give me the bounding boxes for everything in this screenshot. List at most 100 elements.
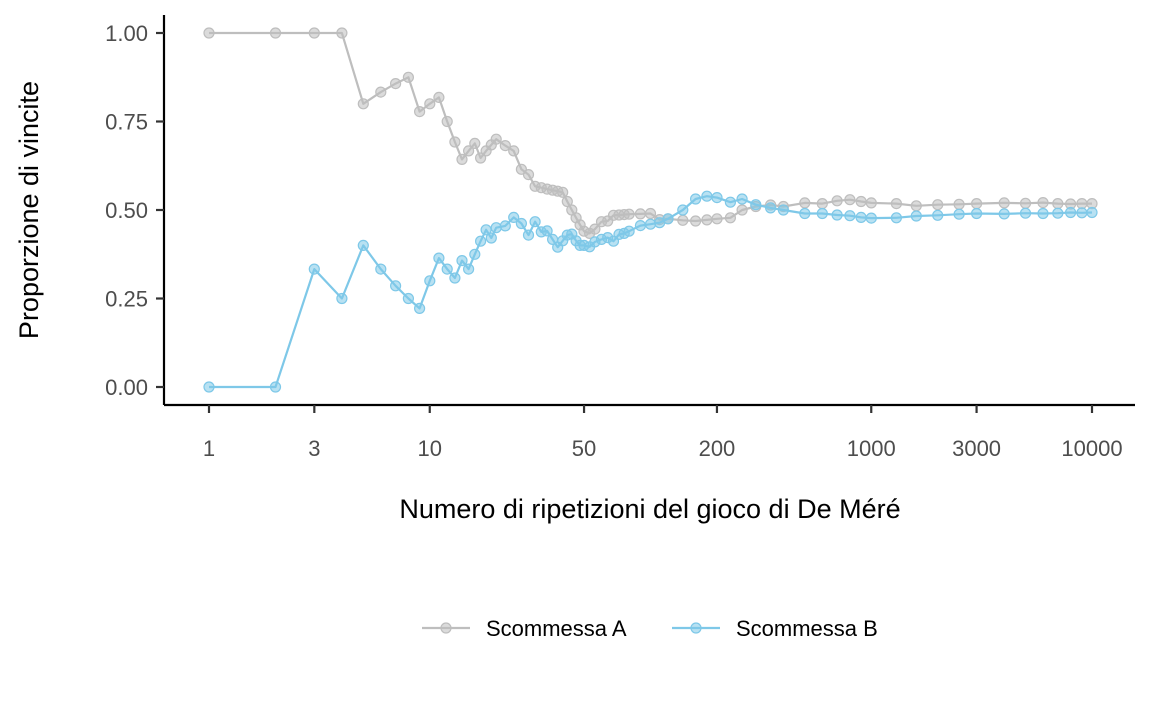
x-tick-label: 50 (572, 436, 596, 461)
data-point (689, 215, 702, 227)
data-point (308, 27, 320, 39)
data-point (998, 208, 1010, 220)
data-point (269, 381, 282, 393)
data-point (970, 198, 983, 210)
data-point (490, 222, 502, 234)
data-point (557, 186, 569, 198)
data-point (736, 193, 748, 205)
data-point (402, 292, 414, 305)
data-point (1052, 198, 1064, 210)
data-point (970, 207, 983, 220)
data-point (424, 98, 436, 110)
data-point (357, 98, 369, 110)
data-point (463, 145, 475, 157)
data-point (910, 210, 922, 222)
legend-item: Scommessa B (672, 616, 878, 641)
data-point (816, 198, 828, 210)
x-tick-label: 3000 (952, 436, 1001, 461)
y-tick-label: 1.00 (105, 21, 148, 46)
data-point (433, 91, 445, 104)
data-point (623, 225, 635, 237)
data-point (203, 381, 215, 393)
data-point (634, 208, 647, 220)
data-point (469, 248, 481, 260)
data-point (677, 204, 689, 216)
data-point (449, 272, 461, 284)
data-point (541, 225, 553, 237)
data-point (1064, 206, 1077, 219)
data-point (336, 27, 348, 39)
data-point (522, 229, 535, 241)
y-tick-label: 0.50 (105, 198, 148, 223)
x-axis-ticks: 1 3 10 50 200 1000 3000 10000 (203, 405, 1123, 461)
data-point (463, 263, 475, 275)
data-point (522, 169, 535, 181)
series-scommessa-a (203, 27, 1098, 239)
data-point (561, 195, 573, 208)
data-point (203, 27, 215, 39)
data-point (357, 239, 369, 251)
data-point (469, 137, 481, 149)
data-point (855, 211, 867, 223)
data-point (736, 204, 748, 216)
data-point (634, 220, 647, 232)
data-point (701, 190, 713, 202)
x-axis-title: Numero di ripetizioni del gioco di De Mé… (399, 494, 900, 524)
data-point (1076, 198, 1088, 210)
data-point (402, 71, 414, 83)
data-point (308, 263, 320, 275)
legend-marker (440, 622, 452, 634)
data-point (414, 105, 426, 118)
legend-item: Scommessa A (422, 616, 627, 641)
data-point (1019, 197, 1032, 209)
data-point (390, 77, 402, 90)
data-point (375, 86, 387, 98)
data-point (499, 220, 511, 232)
data-point (456, 153, 468, 165)
data-point (701, 214, 713, 226)
data-point (441, 263, 453, 275)
data-point (777, 204, 790, 216)
legend-label: Scommessa B (736, 616, 878, 641)
data-point (1019, 207, 1032, 219)
data-point (644, 207, 657, 220)
data-point (390, 280, 402, 292)
data-point (529, 216, 541, 228)
data-point (932, 209, 944, 221)
legend-marker (690, 622, 702, 634)
data-point (677, 214, 689, 226)
data-point (799, 207, 811, 220)
data-point (998, 197, 1010, 209)
data-point (449, 136, 461, 148)
legend-label: Scommessa A (486, 616, 627, 641)
plot-area (203, 27, 1098, 393)
data-point (644, 218, 657, 230)
x-tick-label: 10 (418, 436, 442, 461)
data-point (844, 210, 856, 222)
data-point (910, 200, 922, 212)
y-tick-label: 0.75 (105, 110, 148, 135)
data-point (890, 212, 903, 224)
data-point (890, 198, 903, 210)
data-point (689, 193, 702, 205)
data-point (490, 133, 502, 145)
data-point (508, 145, 520, 157)
x-tick-label: 1 (203, 436, 215, 461)
data-point (711, 192, 723, 204)
x-tick-label: 10000 (1061, 436, 1122, 461)
data-point (855, 195, 867, 208)
data-point (844, 194, 856, 206)
data-point (953, 208, 965, 220)
y-axis-title: Proporzione di vincite (14, 81, 44, 339)
data-point (750, 199, 762, 211)
data-point (475, 235, 487, 247)
data-point (724, 196, 737, 208)
data-point (508, 211, 520, 223)
data-point (623, 208, 635, 220)
data-point (865, 197, 877, 209)
data-point (414, 302, 426, 314)
data-point (485, 232, 497, 244)
data-point (953, 198, 965, 210)
data-point (515, 217, 528, 230)
